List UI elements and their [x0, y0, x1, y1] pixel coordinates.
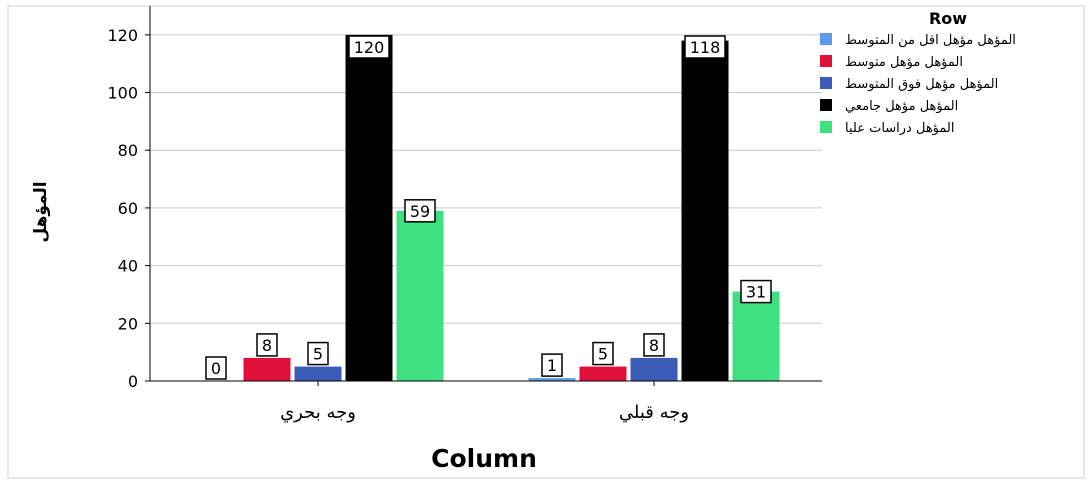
bar [243, 357, 291, 381]
data-label-box [256, 333, 278, 357]
legend-label: المؤهل دراسات عليا [845, 121, 954, 136]
data-label: 120 [354, 38, 385, 57]
legend-swatch [820, 121, 832, 133]
legend-swatch [820, 77, 832, 89]
data-label: 8 [649, 336, 659, 355]
y-axis: 0 20 40 60 80 100 120 [107, 6, 151, 391]
x-axis: وجه بحري وجه قبلي [150, 380, 822, 423]
data-label: 31 [746, 283, 766, 302]
legend-swatch [820, 55, 832, 67]
x-tick-label: وجه قبلي [619, 402, 689, 423]
y-tick-label: 60 [118, 199, 138, 218]
bar [732, 291, 780, 381]
legend-label: المؤهل مؤهل اقل من المتوسط [845, 33, 1016, 48]
x-tick-label: وجه بحري [280, 402, 356, 423]
x-axis-label: Column [431, 444, 537, 473]
data-label-box [592, 341, 614, 366]
y-tick-label: 80 [118, 141, 138, 160]
data-label-box [348, 35, 390, 59]
data-label-box [307, 341, 329, 366]
data-label-box [205, 356, 227, 380]
y-tick-label: 0 [128, 372, 138, 391]
data-label-box [684, 35, 726, 59]
y-tick-label: 40 [118, 257, 138, 276]
legend: Row المؤهل مؤهل اقل من المتوسط المؤهل مؤه… [820, 9, 1016, 136]
bar [528, 378, 576, 381]
y-tick-label: 120 [107, 26, 138, 45]
data-label-box [740, 279, 772, 304]
bar [681, 40, 729, 381]
data-labels: 0 8 5 120 59 1 5 8 118 31 [205, 35, 772, 380]
data-label: 5 [313, 345, 323, 364]
data-label: 59 [410, 202, 430, 221]
legend-label: المؤهل مؤهل متوسط [845, 55, 963, 70]
legend-title: Row [929, 9, 967, 28]
legend-label: المؤهل مؤهل فوق المتوسط [845, 77, 998, 92]
bar [396, 210, 444, 381]
data-label: 8 [262, 336, 272, 355]
y-tick-label: 100 [107, 84, 138, 103]
bars [243, 34, 780, 381]
bar [345, 34, 393, 381]
legend-label: المؤهل مؤهل جامعي [845, 99, 958, 114]
y-axis-label: المؤهل [31, 181, 51, 242]
bar [294, 366, 342, 381]
chart-border [7, 5, 1085, 479]
data-label: 0 [211, 359, 221, 378]
legend-swatch [820, 99, 832, 111]
data-label-box [643, 333, 665, 357]
bar [630, 357, 678, 381]
legend-swatch [820, 33, 832, 45]
data-label-box [404, 199, 436, 223]
data-label: 5 [598, 345, 608, 364]
data-label-box [541, 353, 563, 377]
bar [579, 366, 627, 381]
data-label: 118 [690, 38, 721, 57]
y-tick-label: 20 [118, 314, 138, 333]
data-label: 1 [547, 356, 557, 375]
